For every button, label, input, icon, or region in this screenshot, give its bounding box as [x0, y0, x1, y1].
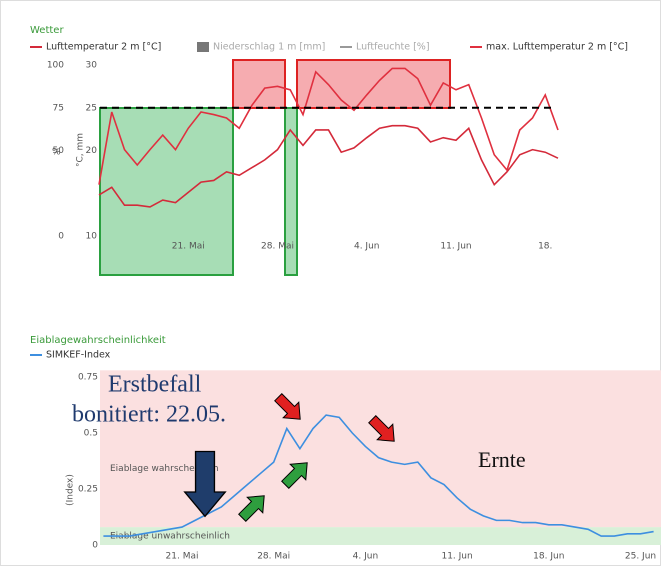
arrows — [183, 393, 395, 522]
series-line — [103, 414, 654, 537]
y-tick-label: 0 — [58, 232, 64, 242]
series-line — [98, 67, 559, 185]
x-tick-label: 28. Mai — [261, 242, 294, 252]
x-tick-label: 18. — [538, 242, 552, 252]
x-tick-label: 4. Jun — [353, 552, 379, 562]
legend-label: Lufttemperatur 2 m [°C] — [46, 42, 161, 53]
weather-chart — [98, 59, 559, 276]
y-tick-label: 50 — [53, 146, 65, 156]
x-tick-label: 21. Mai — [166, 552, 199, 562]
arrow — [274, 393, 301, 420]
legend-label: Niederschlag 1 m [mm] — [213, 42, 325, 53]
y2-tick-label: 10 — [86, 232, 98, 242]
x-tick-label: 11. Jun — [440, 242, 471, 252]
legend-label: SIMKEF-Index — [46, 350, 111, 361]
y-tick-label: 0.5 — [84, 429, 98, 439]
x-tick-label: 4. Jun — [354, 242, 380, 252]
arrow — [238, 495, 265, 522]
y-tick-label: 0.25 — [78, 485, 98, 495]
highlight-box — [296, 59, 451, 109]
y-tick-label: 75 — [53, 103, 64, 113]
x-tick-label: 11. Jun — [441, 552, 472, 562]
legend-swatch — [197, 42, 209, 52]
annotation: Ernte — [478, 447, 526, 472]
x-tick-label: 18. Jun — [533, 552, 564, 562]
legend-label: max. Lufttemperatur 2 m [°C] — [486, 42, 628, 53]
annotation: bonitiert: 22.05. — [72, 402, 226, 428]
arrow — [183, 450, 227, 518]
y2-tick-label: 30 — [86, 61, 98, 71]
highlight-box — [232, 59, 286, 109]
y2-axis-label: °C, mm — [76, 133, 86, 167]
y2-tick-label: 20 — [86, 146, 98, 156]
x-tick-label: 28. Mai — [257, 552, 290, 562]
y2-tick-label: 25 — [86, 103, 97, 113]
x-tick-label: 25. Jun — [625, 552, 656, 562]
backgrounds: Eiablage unwahrscheinlich Eiablage wahrsc… — [100, 370, 661, 545]
arrow — [368, 415, 395, 442]
plot-band-label: Eiablage wahrscheinlich — [110, 464, 219, 474]
y-tick-label: 100 — [47, 61, 64, 71]
annotation: Erstbefall — [108, 372, 202, 398]
highlight-box — [284, 107, 298, 276]
chart-title: Eiablagewahrscheinlichkeit — [30, 335, 166, 346]
plot-band-label: Eiablage unwahrscheinlich — [110, 532, 230, 542]
plot-band — [100, 527, 661, 545]
legend-label: Luftfeuchte [%] — [356, 42, 430, 53]
y-tick-label: 0 — [92, 541, 98, 551]
y-axis-label: % — [52, 148, 61, 158]
x-tick-label: 21. Mai — [172, 242, 205, 252]
highlight-box — [99, 107, 234, 276]
y-tick-label: 0.75 — [78, 373, 98, 383]
chart-title: Wetter — [30, 25, 64, 36]
series-line — [98, 124, 559, 208]
arrow — [281, 462, 308, 489]
y-axis-label: (Index) — [66, 474, 76, 506]
